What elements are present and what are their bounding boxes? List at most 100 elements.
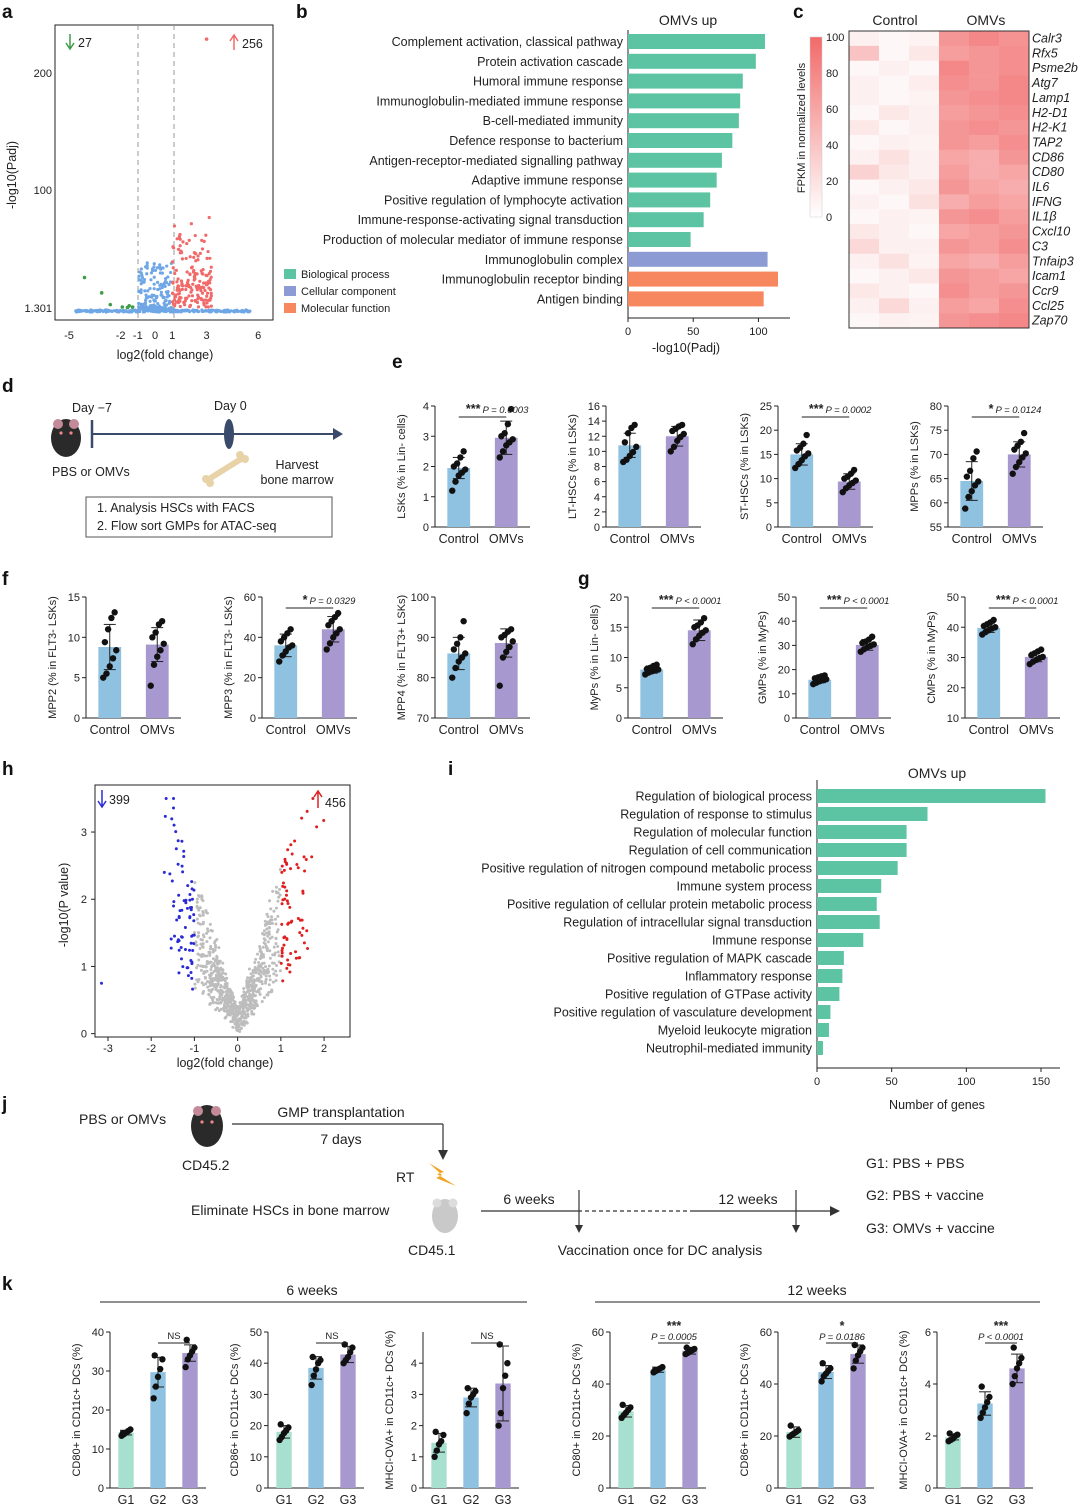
j-treatment: PBS or OMVs <box>79 1111 166 1127</box>
bar-plot-ytick: 0 <box>766 522 772 534</box>
heatmap-cell <box>969 283 999 299</box>
heatmap-scale-tick: 80 <box>826 68 838 80</box>
volcano-h-point <box>249 998 253 1002</box>
volcano-h-point <box>243 992 247 996</box>
volcano-h-point <box>248 978 252 982</box>
volcano-h-point <box>258 957 262 961</box>
volcano-a-point <box>196 293 200 297</box>
data-point <box>312 1366 320 1373</box>
volcano-a-point <box>173 302 177 306</box>
volcano-h-point <box>198 922 202 926</box>
heatmap-cell <box>879 164 909 180</box>
bar-plot: 0 5 10 15 20 MyPs (% in Lin- cells) Control OMV… <box>589 592 723 737</box>
chart-i-bar <box>817 807 928 821</box>
volcano-h-point <box>201 965 205 969</box>
volcano-h-point <box>169 946 173 950</box>
volcano-h-point <box>268 919 272 923</box>
volcano-h-point <box>257 972 261 976</box>
panel-label-h: h <box>2 759 14 780</box>
data-point <box>341 1341 348 1348</box>
volcano-h-point <box>255 1002 259 1006</box>
chart-b-category: Production of molecular mediator of immu… <box>323 233 623 247</box>
data-point <box>979 1409 987 1416</box>
bar <box>786 1432 802 1488</box>
volcano-h-point <box>233 1003 237 1007</box>
chart-i-category: Regulation of response to stimulus <box>620 808 812 822</box>
volcano-a-point <box>189 285 193 290</box>
data-point <box>457 634 464 641</box>
volcano-h-point <box>201 922 205 926</box>
chart-i-category: Neutrophil-mediated immunity <box>646 1042 813 1056</box>
volcano-a-point <box>180 257 185 261</box>
volcano-h-point <box>228 1005 232 1009</box>
volcano-a-point <box>159 306 164 310</box>
significance-stars: *** <box>994 1319 1009 1333</box>
volcano-h-point <box>253 994 257 998</box>
heatmap-cell <box>849 90 879 106</box>
heatmap-cell <box>879 60 909 76</box>
volcano-a-point <box>159 290 164 294</box>
volcano-h-point <box>214 1001 218 1005</box>
volcano-a-point <box>152 287 156 291</box>
volcano-h-point <box>268 978 272 982</box>
volcano-a-frame <box>54 24 274 321</box>
bar-plot-ylabel: MPPs (% in LSKs) <box>909 421 921 511</box>
data-point <box>803 431 810 439</box>
volcano-a-point <box>166 289 170 294</box>
volcano-h-point <box>250 988 254 992</box>
data-point <box>509 436 516 443</box>
volcano-a-point <box>198 279 202 283</box>
bar-plot-ytick: 6 <box>925 1327 931 1339</box>
volcano-h-point <box>238 1007 242 1011</box>
volcano-h-point <box>174 847 178 851</box>
volcano-a-point <box>115 308 119 312</box>
volcano-h-point <box>248 1006 252 1010</box>
heatmap-cell <box>999 268 1029 284</box>
volcano-h-point <box>267 925 271 929</box>
volcano-h-point <box>210 964 214 968</box>
volcano-a-point <box>202 303 206 307</box>
volcano-a-point <box>196 305 201 309</box>
heatmap-cell <box>849 164 879 180</box>
heatmap-cell <box>969 224 999 240</box>
volcano-a-point <box>178 288 182 293</box>
volcano-h-point <box>177 915 181 919</box>
volcano-a-point <box>176 247 181 251</box>
volcano-h-point <box>192 941 196 945</box>
bar-plot-ytick: 60 <box>760 1327 772 1339</box>
bar-plot-xtick: G1 <box>618 1493 635 1507</box>
volcano-h-point <box>286 848 290 852</box>
volcano-h-point <box>176 839 180 843</box>
bar-plot-ylabel: MHCI-OVA+ in CD11c+ DCs (%) <box>384 1330 396 1489</box>
chart-b-category: Humoral immune response <box>473 75 623 89</box>
volcano-a-point <box>165 303 169 307</box>
volcano-a-point <box>160 285 164 290</box>
data-point <box>150 1395 157 1402</box>
bar-plot-xtick: G1 <box>118 1493 135 1507</box>
volcano-a-point <box>206 298 211 302</box>
chart-b-category: Complement activation, classical pathway <box>392 35 624 49</box>
volcano-h-point <box>234 1014 238 1018</box>
data-point <box>619 1401 626 1409</box>
volcano-a-point <box>207 271 211 276</box>
volcano-h-xtick: 1 <box>278 1043 284 1055</box>
volcano-h-point <box>197 913 201 917</box>
heatmap-cell <box>999 45 1029 61</box>
volcano-a-point <box>143 289 147 293</box>
heatmap-cell <box>939 253 969 269</box>
bar <box>665 436 689 527</box>
d-treatment: PBS or OMVs <box>52 465 130 479</box>
volcano-a-point <box>201 285 205 289</box>
volcano-h-frame <box>94 784 351 1038</box>
legend-swatch-bio <box>284 269 296 279</box>
volcano-h-point <box>195 966 199 970</box>
volcano-a-point <box>139 267 143 271</box>
heatmap-cell <box>939 90 969 106</box>
volcano-a-point <box>187 309 191 313</box>
d-step1: 1. Analysis HSCs with FACS <box>97 501 255 515</box>
volcano-h-point <box>265 922 269 926</box>
volcano-h-point <box>247 1003 251 1007</box>
data-point <box>667 448 674 455</box>
volcano-a-point <box>154 296 159 300</box>
